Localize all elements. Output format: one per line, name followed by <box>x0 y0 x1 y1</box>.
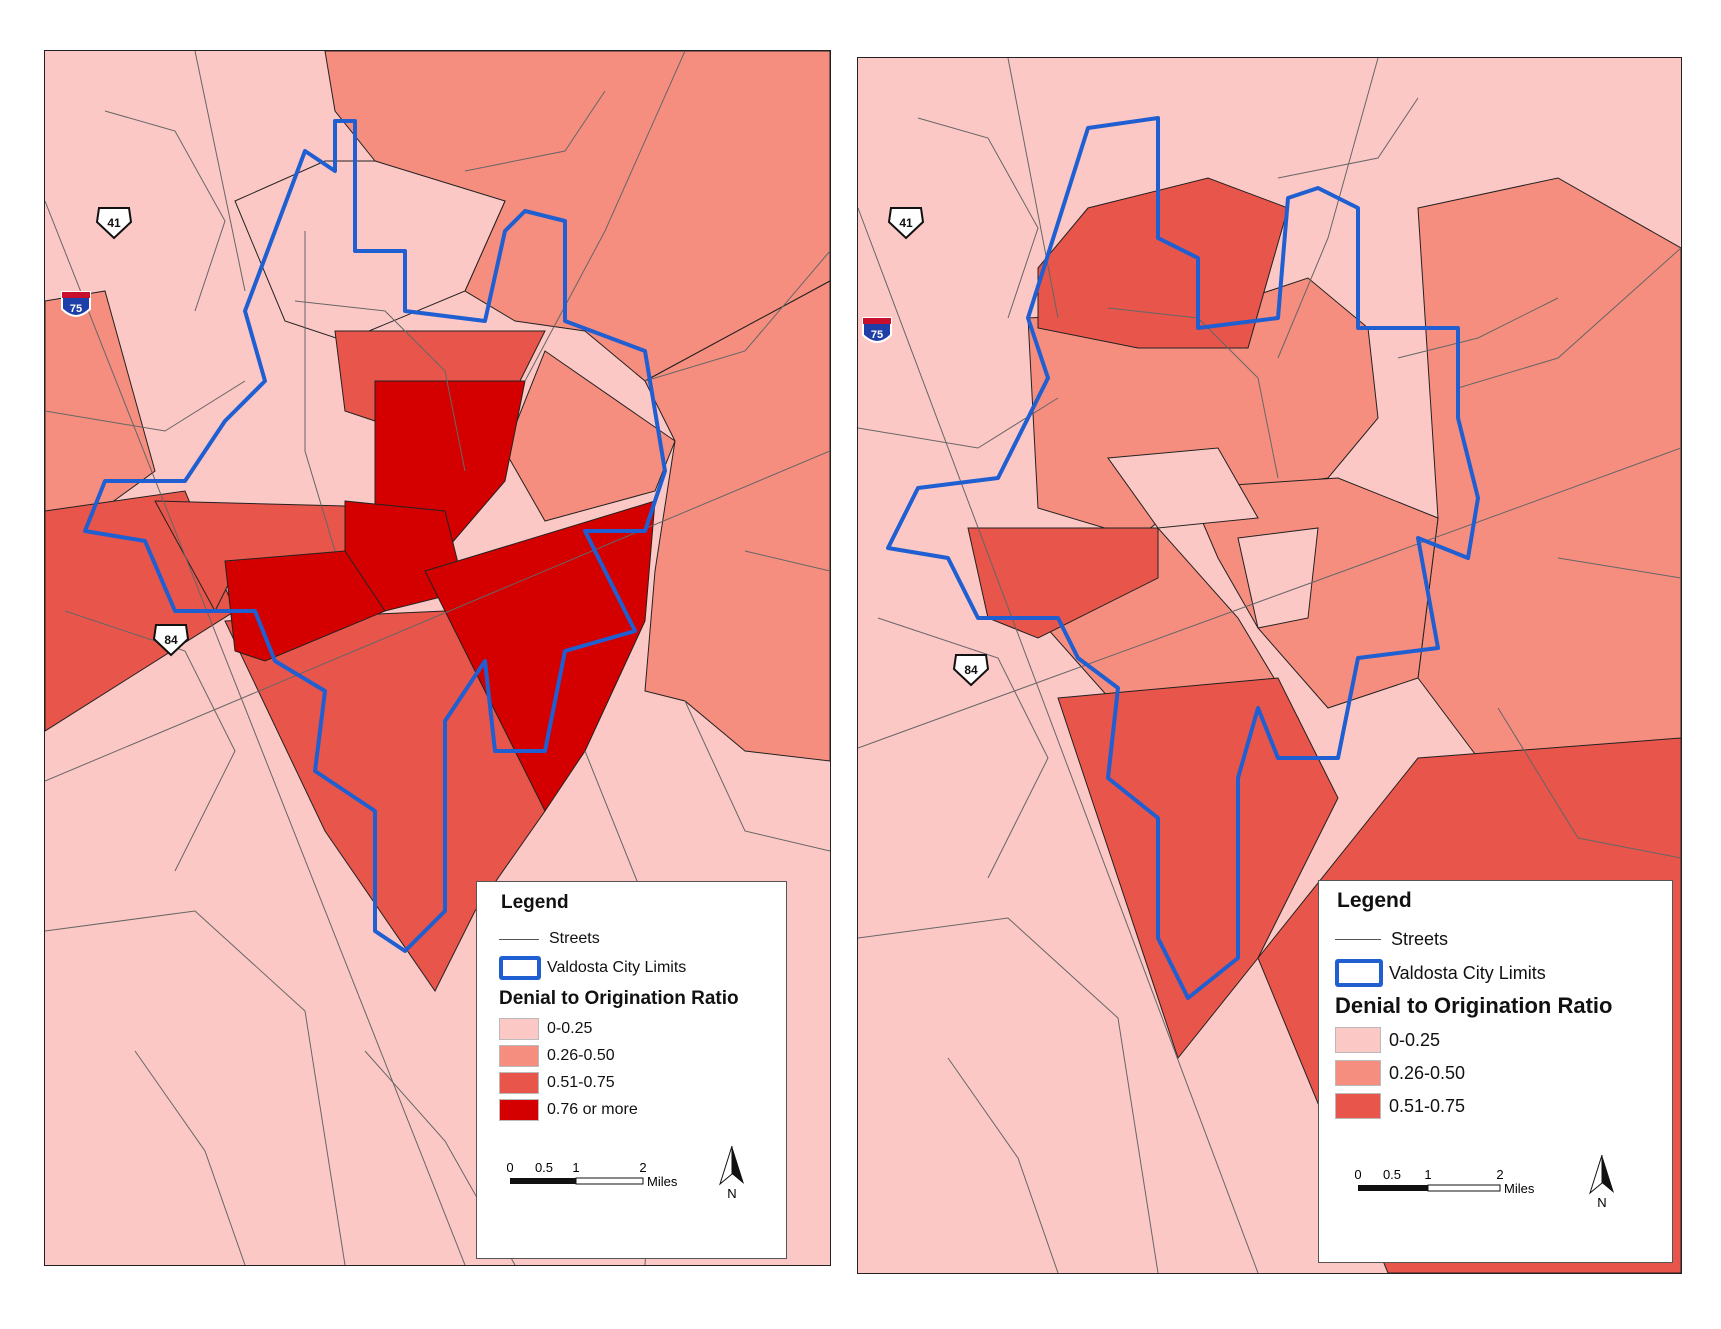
class-swatch <box>499 1099 539 1121</box>
tract-north <box>1037 177 1289 349</box>
street-line-icon <box>499 938 539 940</box>
city-limits-swatch-icon <box>499 956 541 980</box>
legend-class-row: 0.26-0.50 <box>1335 1060 1465 1086</box>
tract-northeast <box>324 51 830 382</box>
legend-class-row: 0.51-0.75 <box>1335 1093 1465 1119</box>
legend-streets-label: Streets <box>549 930 600 947</box>
map-right: 41 75 84 Legend Streets Valdosta City Li… <box>857 57 1682 1274</box>
tract-east <box>1417 177 1681 779</box>
choropleth-left <box>45 51 830 1265</box>
class-swatch <box>1335 1027 1381 1053</box>
scale-tick-2: 2 <box>639 1160 646 1175</box>
north-arrow-icon: N <box>1589 1154 1614 1210</box>
north-arrow-icon: N <box>719 1145 744 1201</box>
north-label: N <box>1597 1195 1606 1210</box>
legend-class-label: 0-0.25 <box>1389 1029 1441 1050</box>
legend-class-row: 0-0.25 <box>1335 1027 1440 1053</box>
us84-label: 84 <box>964 663 978 677</box>
tract-west-center <box>967 527 1159 639</box>
us41-label: 41 <box>107 216 121 230</box>
street-line-icon <box>1335 939 1381 940</box>
legend-title: Legend <box>501 892 569 913</box>
legend-city-limits-label: Valdosta City Limits <box>547 959 687 976</box>
legend-right: Legend Streets Valdosta City Limits Deni… <box>1318 880 1673 1263</box>
scale-tick-1: 1 <box>1424 1167 1431 1182</box>
scale-unit: Miles <box>647 1174 678 1189</box>
legend-ratio-title: Denial to Origination Ratio <box>1335 993 1613 1018</box>
scale-tick-1: 1 <box>572 1160 579 1175</box>
map-left: 41 75 84 Legend Streets Valdosta City Li… <box>44 50 831 1266</box>
class-swatch <box>1335 1093 1381 1119</box>
class-swatch <box>1335 1060 1381 1086</box>
class-swatch <box>499 1072 539 1094</box>
legend-city-limits-row: Valdosta City Limits <box>1335 959 1546 987</box>
legend-streets-label: Streets <box>1391 929 1449 949</box>
legend-ratio-title: Denial to Origination Ratio <box>499 988 739 1009</box>
legend-class-row: 0.51-0.75 <box>499 1072 615 1094</box>
us41-label: 41 <box>899 216 913 230</box>
legend-class-label: 0-0.25 <box>547 1020 593 1037</box>
us84-shield-icon: 84 <box>952 653 990 692</box>
us41-shield-icon: 41 <box>95 206 133 245</box>
scale-tick-0: 0 <box>1355 1167 1362 1182</box>
legend-streets-row: Streets <box>499 930 600 948</box>
legend-left: Legend Streets Valdosta City Limits Deni… <box>476 881 787 1259</box>
i75-label: 75 <box>70 303 82 315</box>
us41-shield-icon: 41 <box>887 206 925 245</box>
scale-unit: Miles <box>1504 1181 1535 1196</box>
north-label: N <box>727 1186 736 1201</box>
legend-class-label: 0.51-0.75 <box>1389 1095 1466 1116</box>
legend-class-label: 0.26-0.50 <box>1389 1062 1466 1083</box>
scale-bar: 0 0.5 1 2 Miles <box>507 1160 678 1189</box>
i75-label: 75 <box>871 329 883 341</box>
class-swatch <box>499 1045 539 1067</box>
legend-city-limits-label: Valdosta City Limits <box>1389 962 1546 983</box>
scale-tick-0: 0 <box>507 1160 514 1175</box>
legend-class-label: 0.26-0.50 <box>547 1047 615 1064</box>
city-limits-outline <box>83 119 667 953</box>
tract-central-east <box>1187 477 1439 709</box>
scale-tick-0-5: 0.5 <box>535 1160 553 1175</box>
city-limits-outline <box>886 116 1480 1000</box>
legend-class-row: 0.26-0.50 <box>499 1045 615 1067</box>
tract-downtown-pale <box>1237 527 1319 629</box>
legend-class-label: 0.51-0.75 <box>547 1074 615 1091</box>
class-swatch <box>499 1018 539 1040</box>
legend-class-row: 0.76 or more <box>499 1099 638 1121</box>
street-network <box>45 51 830 1265</box>
scale-tick-2: 2 <box>1496 1167 1503 1182</box>
legend-class-row: 0-0.25 <box>499 1018 592 1040</box>
legend-class-label: 0.76 or more <box>547 1101 638 1118</box>
street-network <box>858 58 1681 1273</box>
legend-title: Legend <box>1337 889 1412 912</box>
i75-shield-icon: 75 <box>860 315 894 354</box>
legend-streets-row: Streets <box>1335 929 1448 950</box>
tract-center-pale <box>1107 447 1259 529</box>
scale-bar: 0 0.5 1 2 Miles <box>1355 1167 1535 1196</box>
i75-shield-icon: 75 <box>59 289 93 328</box>
legend-city-limits-row: Valdosta City Limits <box>499 956 686 980</box>
us84-label: 84 <box>164 633 178 647</box>
city-limits-swatch-icon <box>1335 959 1383 987</box>
scale-tick-0-5: 0.5 <box>1383 1167 1401 1182</box>
us84-shield-icon: 84 <box>152 623 190 662</box>
